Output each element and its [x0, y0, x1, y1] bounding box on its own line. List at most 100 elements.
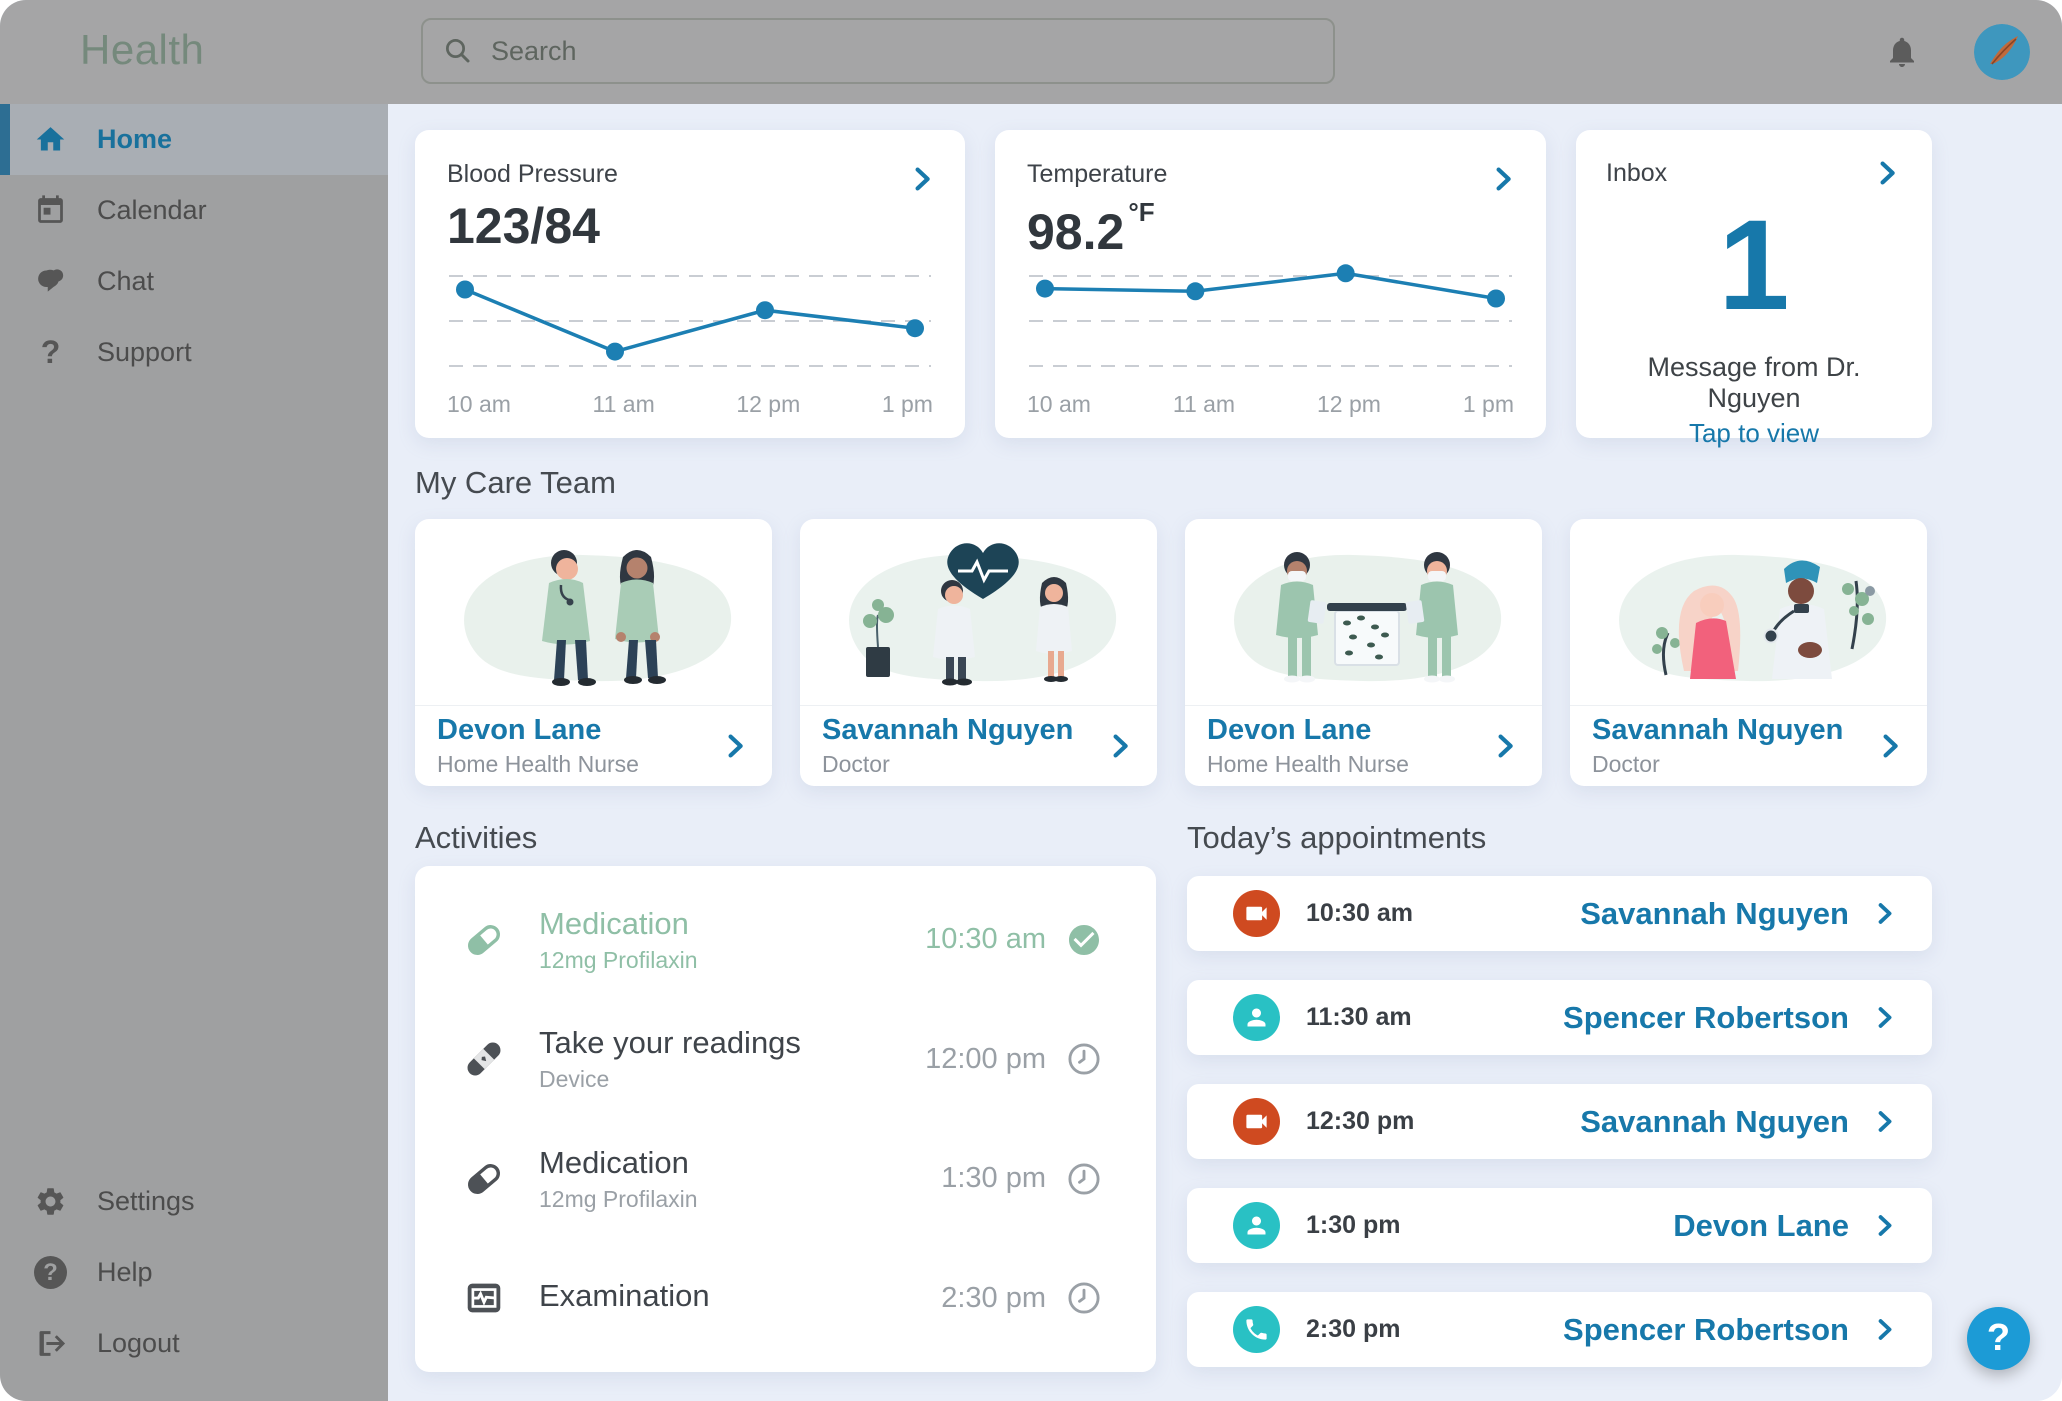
- x-tick: 12 pm: [1317, 391, 1381, 417]
- sidebar-bottom-group: Settings ? Help Logout: [0, 1166, 388, 1401]
- search-icon: [446, 39, 470, 63]
- gear-icon: [37, 1188, 64, 1215]
- chevron-right-icon[interactable]: [1872, 158, 1902, 188]
- x-tick: 12 pm: [736, 391, 801, 417]
- chevron-right-icon[interactable]: [1105, 731, 1135, 761]
- chevron-right-icon[interactable]: [1871, 1004, 1898, 1031]
- temperature-chart: [1027, 264, 1514, 376]
- activity-row-medication-done[interactable]: Medication 12mg Profilaxin 10:30 am: [415, 880, 1156, 1000]
- chevron-right-icon[interactable]: [1490, 731, 1520, 761]
- activity-row-medication[interactable]: Medication 12mg Profilaxin 1:30 pm: [415, 1119, 1156, 1239]
- sidebar-item-home[interactable]: Home: [0, 104, 388, 175]
- clock-icon: [1066, 1280, 1102, 1316]
- sidebar-item-label: Chat: [97, 266, 155, 296]
- user-avatar[interactable]: [1974, 24, 2030, 80]
- care-team-card[interactable]: Savannah Nguyen Doctor: [800, 519, 1157, 786]
- card-title: Temperature: [1027, 160, 1168, 188]
- activity-subtitle: Device: [539, 1066, 610, 1093]
- activity-row-readings[interactable]: Take your readings Device 12:00 pm: [415, 1000, 1156, 1120]
- ecg-monitor-icon: [461, 1270, 525, 1326]
- pill-icon: [461, 1151, 525, 1207]
- chevron-right-icon[interactable]: [1875, 731, 1905, 761]
- sidebar-item-chat[interactable]: Chat: [0, 246, 388, 317]
- activity-title: Examination: [539, 1277, 710, 1313]
- sidebar-item-help[interactable]: ? Help: [0, 1237, 388, 1308]
- notifications-bell-icon[interactable]: [1884, 33, 1920, 71]
- video-call-icon: [1233, 890, 1280, 937]
- care-card-footer[interactable]: Savannah Nguyen Doctor: [1570, 705, 1927, 786]
- question-circle-icon: ?: [34, 1256, 67, 1289]
- blood-pressure-card[interactable]: Blood Pressure 123/84 10 am 11 am 12 pm …: [415, 130, 965, 438]
- care-member-name: Devon Lane: [1207, 714, 1372, 746]
- chevron-right-icon[interactable]: [907, 164, 937, 194]
- floating-help-button[interactable]: ?: [1967, 1307, 2030, 1370]
- appointment-row[interactable]: 12:30 pm Savannah Nguyen: [1187, 1084, 1932, 1159]
- care-card-footer[interactable]: Devon Lane Home Health Nurse: [1185, 705, 1542, 786]
- activity-time: 12:00 pm: [925, 1042, 1046, 1075]
- chevron-right-icon[interactable]: [1871, 1212, 1898, 1239]
- care-team-card[interactable]: Devon Lane Home Health Nurse: [415, 519, 772, 786]
- activity-subtitle: 12mg Profilaxin: [539, 1185, 698, 1212]
- top-bar: Health: [0, 0, 2062, 104]
- chevron-right-icon[interactable]: [1871, 1316, 1898, 1343]
- appointment-time: 12:30 pm: [1306, 1107, 1415, 1135]
- activity-row-examination[interactable]: Examination 2:30 pm: [415, 1239, 1156, 1359]
- search-box[interactable]: [421, 18, 1335, 84]
- care-illustration-doctor-nurse-heart: [800, 519, 1157, 705]
- activities-title: Activities: [415, 820, 538, 855]
- chevron-right-icon[interactable]: [1871, 1108, 1898, 1135]
- care-card-footer[interactable]: Savannah Nguyen Doctor: [800, 705, 1157, 786]
- pill-icon: [461, 912, 525, 968]
- vitals-row: Blood Pressure 123/84 10 am 11 am 12 pm …: [415, 130, 1932, 448]
- appointment-row[interactable]: 11:30 am Spencer Robertson: [1187, 980, 1932, 1055]
- appointment-name: Spencer Robertson: [1563, 1311, 1849, 1347]
- temperature-card[interactable]: Temperature 98.2 °F 10 am 11 am 12 pm 1 p…: [995, 130, 1546, 438]
- care-card-footer[interactable]: Devon Lane Home Health Nurse: [415, 705, 772, 786]
- inbox-header: Inbox: [1606, 158, 1902, 188]
- appointment-row[interactable]: 1:30 pm Devon Lane: [1187, 1188, 1932, 1263]
- in-person-icon: [1233, 994, 1280, 1041]
- activity-title: Medication: [539, 1144, 689, 1180]
- chevron-right-icon[interactable]: [1871, 900, 1898, 927]
- care-member-name: Savannah Nguyen: [822, 714, 1074, 746]
- care-team-row: Devon Lane Home Health Nurse: [415, 519, 1927, 786]
- sidebar-item-label: Settings: [97, 1186, 195, 1216]
- unread-count: 1: [1718, 194, 1790, 337]
- chevron-right-icon[interactable]: [720, 731, 750, 761]
- sidebar-item-label: Calendar: [97, 195, 207, 225]
- appointment-name: Spencer Robertson: [1563, 999, 1849, 1035]
- appointment-name: Savannah Nguyen: [1580, 1103, 1849, 1139]
- sidebar-item-calendar[interactable]: Calendar: [0, 175, 388, 246]
- question-mark-icon: ?: [40, 334, 61, 370]
- chevron-right-icon[interactable]: [1488, 164, 1518, 194]
- care-member-role: Doctor: [1592, 751, 1660, 777]
- appointment-row[interactable]: 2:30 pm Spencer Robertson: [1187, 1292, 1932, 1367]
- activity-subtitle: 12mg Profilaxin: [539, 946, 698, 973]
- appointment-row[interactable]: 10:30 am Savannah Nguyen: [1187, 876, 1932, 951]
- sidebar-nav: Home Calendar Chat ? Support Settings ? …: [0, 104, 388, 1401]
- search-input[interactable]: [489, 34, 1313, 68]
- inbox-message: Message from Dr. Nguyen: [1647, 352, 1861, 413]
- sidebar-item-label: Help: [97, 1257, 153, 1287]
- sidebar-item-label: Logout: [97, 1328, 180, 1358]
- tap-to-view-link[interactable]: Tap to view: [1688, 418, 1820, 448]
- bandage-icon: [461, 1031, 525, 1087]
- care-team-card[interactable]: Savannah Nguyen Doctor: [1570, 519, 1927, 786]
- inbox-card[interactable]: Inbox 1 Message from Dr. Nguyen Tap to v…: [1576, 130, 1932, 448]
- activity-time: 2:30 pm: [941, 1281, 1046, 1314]
- sidebar-item-settings[interactable]: Settings: [0, 1166, 388, 1237]
- clock-icon: [1066, 1041, 1102, 1077]
- x-tick: 10 am: [1027, 391, 1091, 417]
- blood-pressure-value: 123/84: [447, 198, 600, 254]
- activities-card: Medication 12mg Profilaxin 10:30 am: [415, 866, 1156, 1372]
- sidebar-item-logout[interactable]: Logout: [0, 1308, 388, 1379]
- avatar-image: [1974, 24, 2030, 80]
- activity-time: 1:30 pm: [941, 1162, 1046, 1195]
- care-team-card[interactable]: Devon Lane Home Health Nurse: [1185, 519, 1542, 786]
- card-title: Blood Pressure: [447, 160, 618, 188]
- care-member-role: Home Health Nurse: [1207, 751, 1409, 777]
- sidebar-item-support[interactable]: ? Support: [0, 317, 388, 388]
- x-tick: 1 pm: [881, 391, 933, 417]
- care-member-role: Home Health Nurse: [437, 751, 639, 777]
